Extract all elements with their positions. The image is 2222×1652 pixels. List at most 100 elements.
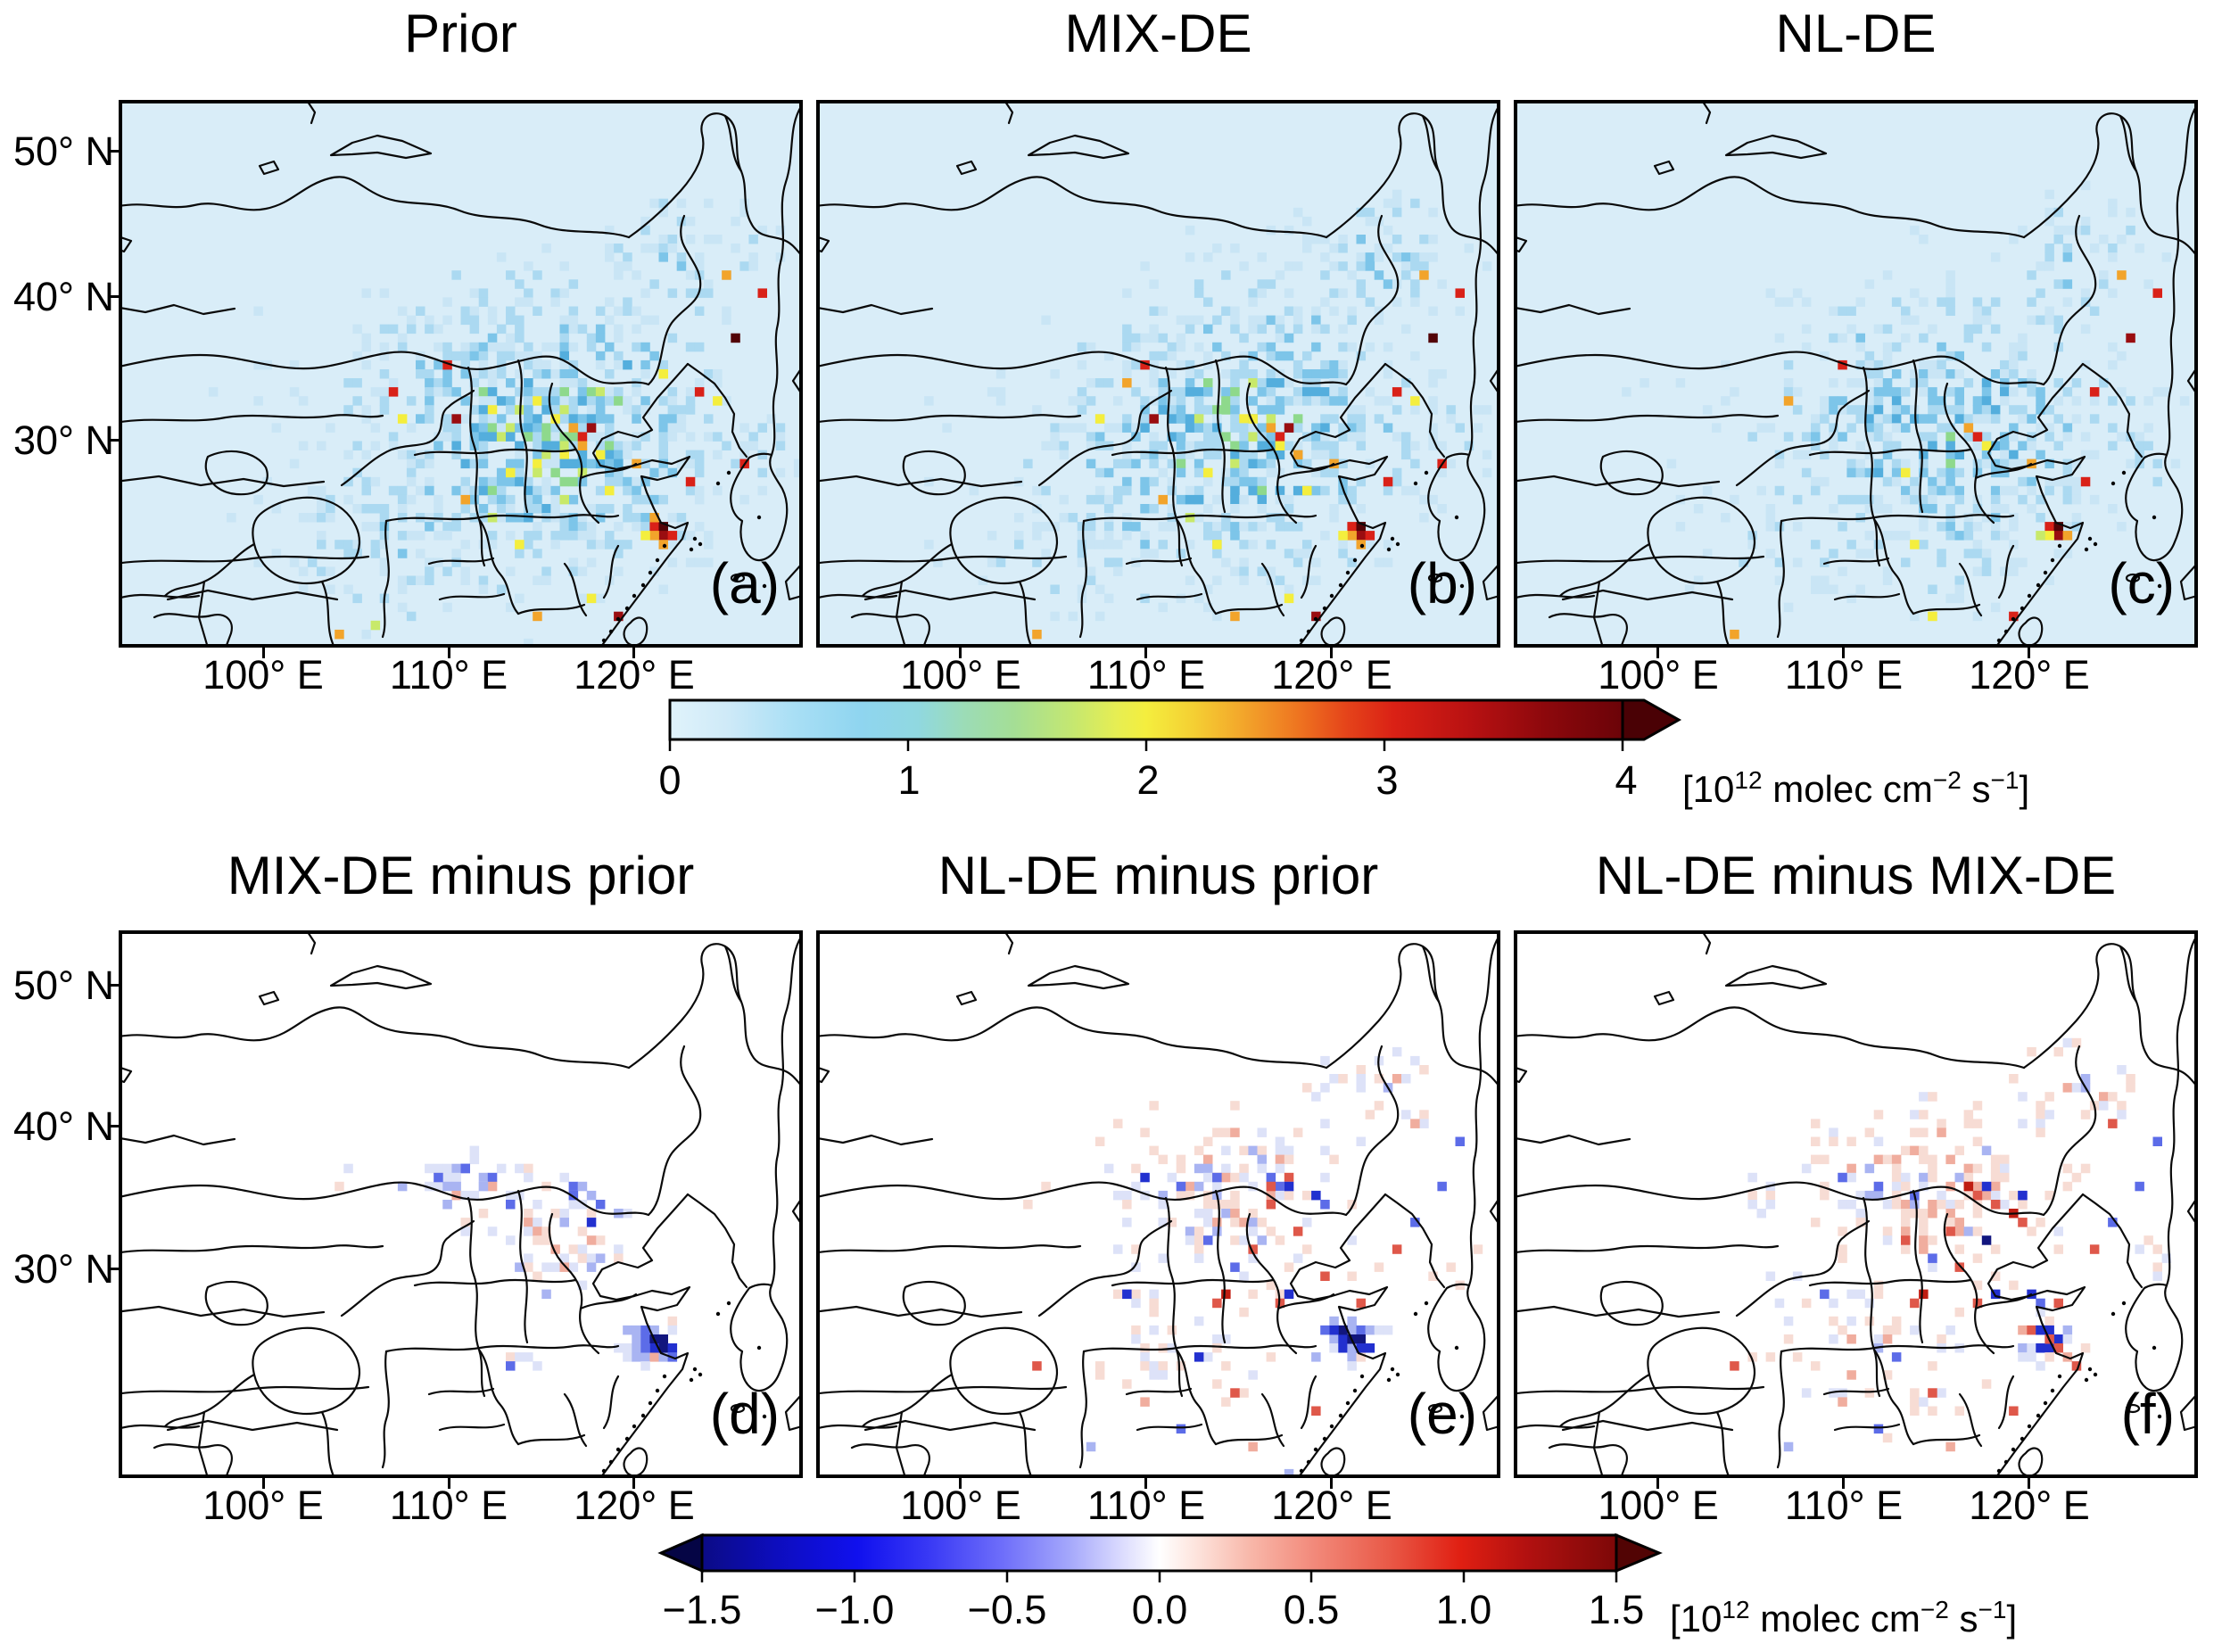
- map-canvas-nlde-minus-prior: [816, 930, 1500, 1478]
- cb-diff-tick-2: −0.5: [967, 1587, 1047, 1632]
- map-panel-a: (a): [119, 100, 803, 648]
- map-canvas-nlde-minus-mixde: [1514, 930, 2198, 1478]
- units-sup: −1: [1990, 766, 2020, 794]
- panel-label-e: (e): [1407, 1382, 1477, 1446]
- lon-tick: [262, 1478, 265, 1489]
- lon-label-100e: 100° E: [202, 652, 324, 698]
- panel-label-a: (a): [709, 551, 780, 615]
- panel-title-mixde: MIX-DE: [1064, 4, 1252, 63]
- lon-tick: [1656, 1478, 1659, 1489]
- units-text: s: [1948, 1598, 1978, 1640]
- map-panel-f: (f): [1514, 930, 2198, 1478]
- lat-label-30n-row2: 30° N: [12, 1246, 114, 1292]
- colorbar-difference-units: [1012 molec cm−2 s−1]: [1670, 1587, 2017, 1642]
- cb-abs-tick-3: 3: [1375, 757, 1399, 803]
- map-canvas-mixde: [816, 100, 1500, 648]
- lat-label-40n-row2: 40° N: [12, 1103, 114, 1149]
- panel-title-prior: Prior: [404, 4, 517, 63]
- cb-diff-tick-4: 0.5: [1283, 1587, 1340, 1632]
- units-sup: −1: [1978, 1596, 2007, 1623]
- colorbar-difference: [657, 1532, 1663, 1582]
- lon-label-110e: 110° E: [389, 652, 508, 698]
- cb-abs-tick-0: 0: [658, 757, 681, 803]
- panel-label-f: (f): [2120, 1382, 2175, 1446]
- lon-tick: [632, 1478, 635, 1489]
- lat-label-50n-row2: 50° N: [12, 962, 114, 1008]
- units-sup: 12: [1722, 1596, 1750, 1623]
- cb-abs-tick-4: 4: [1615, 757, 1638, 803]
- panel-title-nlde-minus-prior: NL-DE minus prior: [938, 846, 1379, 905]
- lon-tick: [1144, 648, 1147, 658]
- cb-diff-tick-1: −1.0: [814, 1587, 895, 1632]
- lat-tick: [108, 439, 119, 442]
- lon-tick: [1330, 648, 1333, 658]
- lon-label-110e: 110° E: [1086, 1483, 1206, 1528]
- lon-label-120e: 120° E: [574, 1483, 695, 1528]
- map-panel-d: (d): [119, 930, 803, 1478]
- lon-tick: [1842, 648, 1845, 658]
- lon-tick: [2028, 648, 2030, 658]
- lon-label-100e: 100° E: [900, 1483, 1021, 1528]
- lon-tick: [262, 648, 265, 658]
- units-text: molec cm: [1762, 768, 1933, 810]
- lon-tick: [1656, 648, 1659, 658]
- map-panel-c: (c): [1514, 100, 2198, 648]
- lat-tick: [108, 295, 119, 298]
- map-panel-b: (b): [816, 100, 1500, 648]
- lon-tick: [1330, 1478, 1333, 1489]
- units-text: [10: [1670, 1598, 1722, 1640]
- lon-label-110e: 110° E: [1086, 652, 1206, 698]
- lon-tick: [1144, 1478, 1147, 1489]
- lat-tick: [108, 984, 119, 987]
- units-sup: −2: [1932, 766, 1962, 794]
- lon-label-100e: 100° E: [202, 1483, 324, 1528]
- panel-label-d: (d): [709, 1382, 780, 1446]
- units-text: s: [1961, 768, 1991, 810]
- cb-diff-tick-5: 1.0: [1435, 1587, 1492, 1632]
- units-sup: 12: [1734, 766, 1763, 794]
- lon-tick: [448, 648, 450, 658]
- panel-label-c: (c): [2108, 551, 2175, 615]
- panel-title-nlde: NL-DE: [1775, 4, 1937, 63]
- lon-label-110e: 110° E: [389, 1483, 508, 1528]
- units-text: [10: [1682, 768, 1735, 810]
- lon-tick: [959, 1478, 962, 1489]
- cb-abs-tick-1: 1: [897, 757, 921, 803]
- map-canvas-mixde-minus-prior: [119, 930, 803, 1478]
- lon-label-120e: 120° E: [1969, 1483, 2090, 1528]
- lat-label-50n: 50° N: [12, 128, 114, 174]
- lat-label-30n: 30° N: [12, 417, 114, 463]
- panel-title-mixde-minus-prior: MIX-DE minus prior: [227, 846, 695, 905]
- lon-label-120e: 120° E: [1271, 1483, 1392, 1528]
- lon-tick: [448, 1478, 450, 1489]
- lon-label-120e: 120° E: [574, 652, 695, 698]
- lon-label-120e: 120° E: [1271, 652, 1392, 698]
- cb-abs-tick-2: 2: [1136, 757, 1160, 803]
- units-text: ]: [2019, 768, 2030, 810]
- lon-label-120e: 120° E: [1969, 652, 2090, 698]
- cb-diff-tick-3: 0.0: [1131, 1587, 1188, 1632]
- lon-tick: [1842, 1478, 1845, 1489]
- units-text: molec cm: [1749, 1598, 1921, 1640]
- lat-label-40n: 40° N: [12, 274, 114, 319]
- lon-label-100e: 100° E: [900, 652, 1021, 698]
- lon-label-110e: 110° E: [1784, 1483, 1904, 1528]
- colorbar-absolute: [668, 698, 1682, 751]
- cb-diff-tick-6: 1.5: [1588, 1587, 1645, 1632]
- lon-label-100e: 100° E: [1598, 1483, 1719, 1528]
- lat-tick: [108, 1125, 119, 1127]
- lon-label-100e: 100° E: [1598, 652, 1719, 698]
- lon-tick: [2028, 1478, 2030, 1489]
- units-text: ]: [2006, 1598, 2018, 1640]
- map-canvas-nlde: [1514, 100, 2198, 648]
- panel-label-b: (b): [1407, 551, 1477, 615]
- panel-title-nlde-minus-mixde: NL-DE minus MIX-DE: [1595, 846, 2117, 905]
- lon-label-110e: 110° E: [1784, 652, 1904, 698]
- lon-tick: [959, 648, 962, 658]
- lat-tick: [108, 1268, 119, 1270]
- lat-tick: [108, 150, 119, 153]
- map-panel-e: (e): [816, 930, 1500, 1478]
- cb-diff-tick-0: −1.5: [662, 1587, 742, 1632]
- map-canvas-prior: [119, 100, 803, 648]
